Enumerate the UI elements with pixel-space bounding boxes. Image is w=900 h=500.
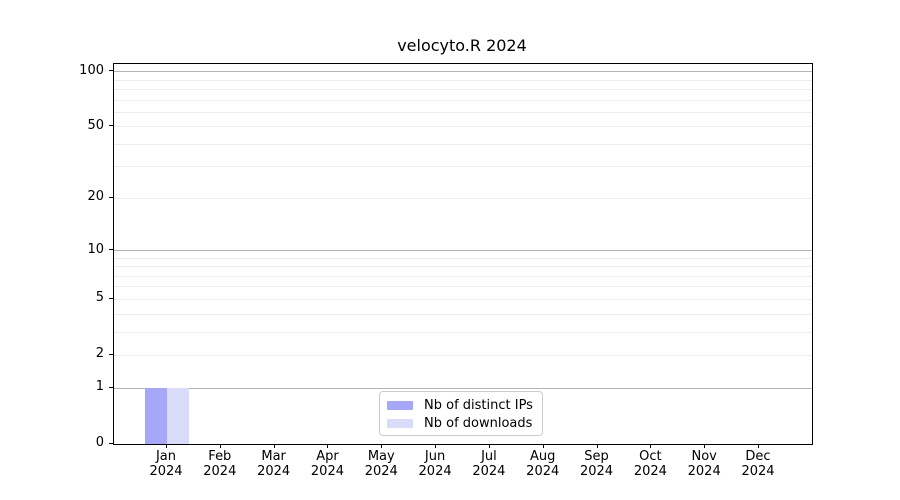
legend-swatch-nb-of-distinct-ips — [387, 401, 413, 410]
gridline-y-50 — [114, 126, 812, 128]
gridline-y-1 — [114, 387, 812, 389]
y-tick-label-5: 5 — [95, 290, 104, 306]
legend-label-nb-of-downloads: Nb of downloads — [424, 416, 533, 431]
gridline-y-90 — [114, 79, 812, 81]
x-tick-nov — [704, 444, 706, 448]
x-tick-feb — [219, 444, 221, 448]
x-tick-label-aug: Aug 2024 — [526, 449, 560, 479]
bar-nb-of-downloads-jan — [167, 388, 189, 444]
x-tick-label-apr: Apr 2024 — [310, 449, 344, 479]
y-tick-5 — [109, 297, 113, 299]
x-tick-apr — [327, 444, 329, 448]
y-tick-label-20: 20 — [87, 189, 104, 205]
legend-swatch-nb-of-downloads — [387, 419, 413, 428]
gridline-y-30 — [114, 166, 812, 168]
gridline-y-6 — [114, 286, 812, 288]
x-tick-label-nov: Nov 2024 — [687, 449, 721, 479]
gridline-y-4 — [114, 313, 812, 315]
gridline-y-70 — [114, 99, 812, 101]
y-tick-0 — [109, 442, 113, 444]
gridline-y-9 — [114, 257, 812, 259]
x-tick-dec — [758, 444, 759, 448]
y-tick-1 — [109, 386, 113, 388]
y-tick-50 — [109, 125, 113, 127]
x-tick-label-sep: Sep 2024 — [579, 449, 614, 479]
x-tick-label-dec: Dec 2024 — [741, 449, 775, 479]
gridline-y-60 — [114, 111, 812, 113]
y-tick-2 — [109, 353, 113, 355]
gridline-y-40 — [114, 143, 812, 145]
x-tick-jun — [435, 444, 437, 448]
x-tick-may — [381, 444, 383, 448]
x-tick-label-feb: Feb 2024 — [203, 449, 237, 479]
gridline-y-10 — [114, 250, 812, 252]
gridline-y-5 — [114, 298, 812, 300]
gridline-y-20 — [114, 197, 812, 199]
y-tick-label-50: 50 — [87, 117, 104, 133]
gridline-y-3 — [114, 331, 812, 333]
gridline-y-80 — [114, 88, 812, 90]
gridline-y-7 — [114, 275, 812, 277]
gridline-y-100 — [114, 71, 812, 73]
legend-row-nb-of-downloads: Nb of downloads — [387, 415, 542, 432]
x-tick-label-mar: Mar 2024 — [257, 449, 291, 479]
y-tick-label-0: 0 — [95, 435, 104, 450]
x-tick-jan — [166, 444, 167, 448]
chart-title: velocyto.R 2024 — [397, 36, 527, 55]
gridline-y-2 — [114, 354, 812, 356]
legend: Nb of distinct IPs Nb of downloads — [379, 391, 543, 436]
x-tick-label-may: May 2024 — [364, 449, 398, 479]
y-tick-10 — [109, 249, 113, 251]
x-tick-sep — [596, 444, 598, 448]
y-tick-label-2: 2 — [95, 346, 104, 362]
y-tick-label-1: 1 — [95, 379, 104, 395]
legend-label-nb-of-distinct-ips: Nb of distinct IPs — [424, 398, 533, 413]
y-tick-label-10: 10 — [87, 241, 104, 257]
bar-nb-of-distinct-ips-jan — [145, 388, 167, 444]
x-tick-jul — [488, 444, 490, 448]
x-tick-mar — [273, 444, 275, 448]
legend-row-nb-of-distinct-ips: Nb of distinct IPs — [387, 397, 542, 414]
x-tick-aug — [542, 444, 544, 448]
x-tick-oct — [650, 444, 652, 448]
y-tick-20 — [109, 196, 113, 198]
y-tick-100 — [109, 70, 113, 72]
x-tick-label-oct: Oct 2024 — [633, 449, 667, 479]
x-tick-label-jan: Jan 2024 — [149, 449, 183, 479]
x-tick-label-jul: Jul 2024 — [472, 449, 506, 479]
x-tick-label-jun: Jun 2024 — [418, 449, 452, 479]
gridline-y-8 — [114, 266, 812, 268]
y-tick-label-100: 100 — [79, 62, 104, 78]
plot-area: Nb of distinct IPs Nb of downloads — [113, 63, 813, 445]
